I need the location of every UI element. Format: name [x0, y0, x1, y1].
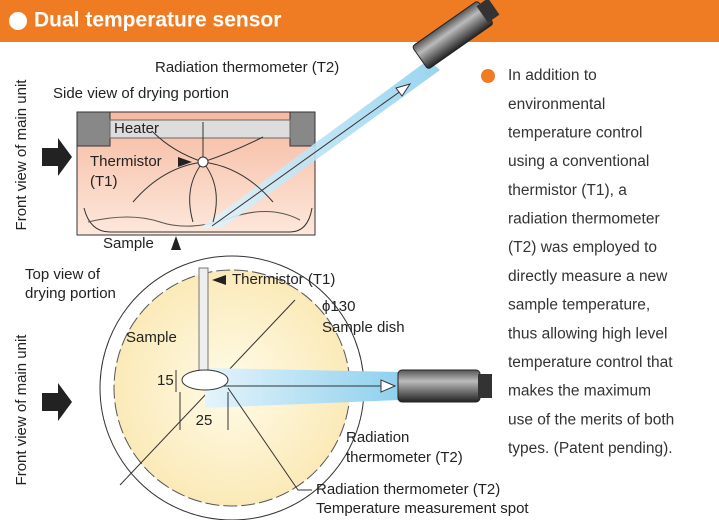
spot [181, 369, 229, 391]
thermometer [412, 0, 500, 69]
label: 15 [157, 372, 174, 389]
label: Thermistor [90, 153, 162, 170]
description-line: (T2) was employed to [508, 239, 657, 256]
header-dot [9, 12, 27, 30]
thermistor-rod [198, 267, 209, 381]
description-line: makes the maximum [508, 383, 651, 400]
leader [227, 387, 312, 491]
wall [76, 111, 111, 147]
description-line: use of the merits of both [508, 411, 674, 428]
thermistor [197, 156, 209, 168]
description: In addition to environmental temperature c… [508, 67, 674, 457]
label: Top view of [25, 266, 101, 283]
dish [83, 207, 313, 233]
header-bar [0, 0, 719, 42]
label: Radiation thermometer (T2) [155, 59, 339, 76]
arrowhead [395, 83, 412, 97]
description-line: thus allowing high level [508, 325, 667, 342]
header-title: Dual temperature sensor [34, 9, 281, 32]
beam [200, 60, 440, 228]
description-line: types. (Patent pending). [508, 440, 673, 457]
arrow [42, 383, 72, 421]
label: Sample [103, 235, 154, 252]
description-line: temperature control that [508, 354, 673, 371]
label: Thermistor (T1) [232, 271, 335, 288]
pointer [212, 275, 226, 285]
radiation-lines [132, 122, 274, 223]
thermometer [397, 369, 481, 403]
description-line: environmental [508, 96, 605, 113]
label: ϕ130 [322, 298, 355, 315]
description-line: directly measure a new [508, 268, 668, 285]
label: Sample dish [322, 319, 405, 336]
description-line: thermistor (T1), a [508, 182, 627, 199]
front-label: Front view of main unit [13, 334, 30, 486]
sample-surface [87, 210, 301, 227]
label: drying portion [25, 285, 116, 302]
label: Temperature measurement spot [316, 500, 529, 517]
description-line: radiation thermometer [508, 211, 660, 228]
description-line: using a conventional [508, 153, 649, 170]
label: Heater [114, 120, 159, 137]
description-line: sample temperature, [508, 297, 650, 314]
thermometer-lens [478, 374, 492, 398]
label: (T1) [90, 173, 118, 190]
description-line: In addition to [508, 67, 597, 84]
label: Sample [126, 329, 177, 346]
description-line: temperature control [508, 124, 642, 141]
wall [289, 111, 316, 147]
beam [205, 368, 400, 408]
pointer [171, 236, 181, 250]
arrow [42, 138, 72, 176]
bullet [481, 69, 495, 83]
label: 25 [196, 412, 213, 429]
label: Radiation thermometer (T2) [316, 481, 500, 498]
label: Side view of drying portion [53, 85, 229, 102]
pointer [178, 157, 192, 167]
arrowhead [380, 379, 397, 393]
front-label: Front view of main unit [13, 79, 30, 231]
label: thermometer (T2) [346, 449, 463, 466]
label: Radiation [346, 429, 409, 446]
beam-line [211, 87, 406, 227]
